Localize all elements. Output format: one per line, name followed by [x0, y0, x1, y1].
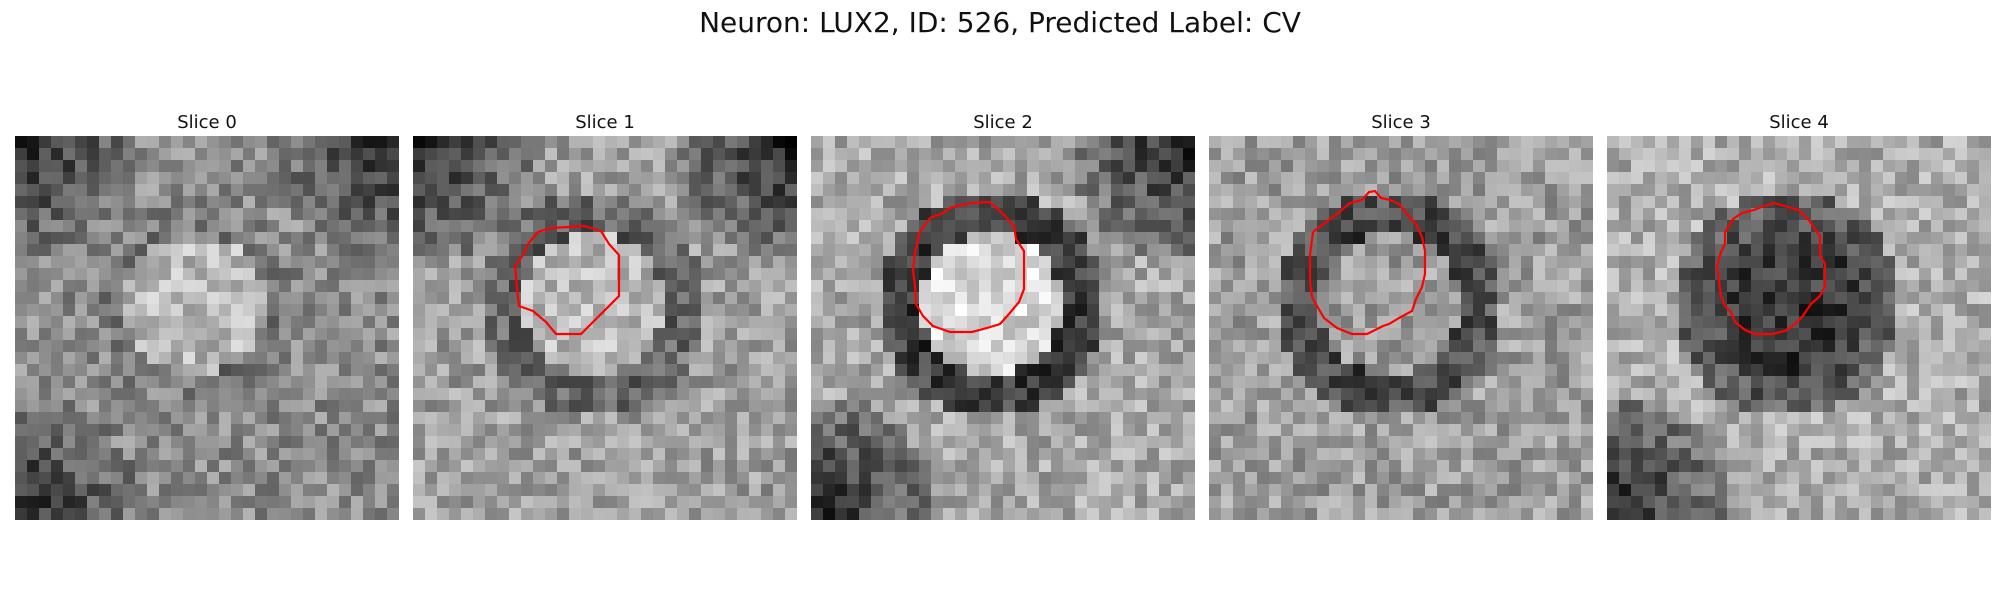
- slice-title: Slice 1: [575, 112, 635, 133]
- slice-panel-0: Slice 0: [15, 112, 399, 520]
- slice-title: Slice 2: [973, 112, 1033, 133]
- slice-title: Slice 0: [177, 112, 237, 133]
- slice-image: [1607, 136, 1991, 520]
- slice-title: Slice 4: [1769, 112, 1829, 133]
- slice-image: [811, 136, 1195, 520]
- slice-image: [413, 136, 797, 520]
- contour-outline: [1715, 201, 1827, 336]
- slice-panel-4: Slice 4: [1607, 112, 1991, 520]
- slice-image: [15, 136, 399, 520]
- slice-1-svg: [413, 136, 797, 520]
- slice-title: Slice 3: [1371, 112, 1431, 133]
- slice-2-svg: [811, 136, 1195, 520]
- slice-panel-2: Slice 2: [811, 112, 1195, 520]
- slice-panel-1: Slice 1: [413, 112, 797, 520]
- slice-4-svg: [1607, 136, 1991, 520]
- contour-outline: [911, 200, 1026, 334]
- contour-outline: [1308, 189, 1427, 336]
- slice-panel-3: Slice 3: [1209, 112, 1593, 520]
- slice-3-svg: [1209, 136, 1593, 520]
- figure-title: Neuron: LUX2, ID: 526, Predicted Label: …: [699, 6, 1301, 39]
- contour-outline: [513, 224, 621, 336]
- slice-0-svg: [15, 136, 399, 520]
- slice-image: [1209, 136, 1593, 520]
